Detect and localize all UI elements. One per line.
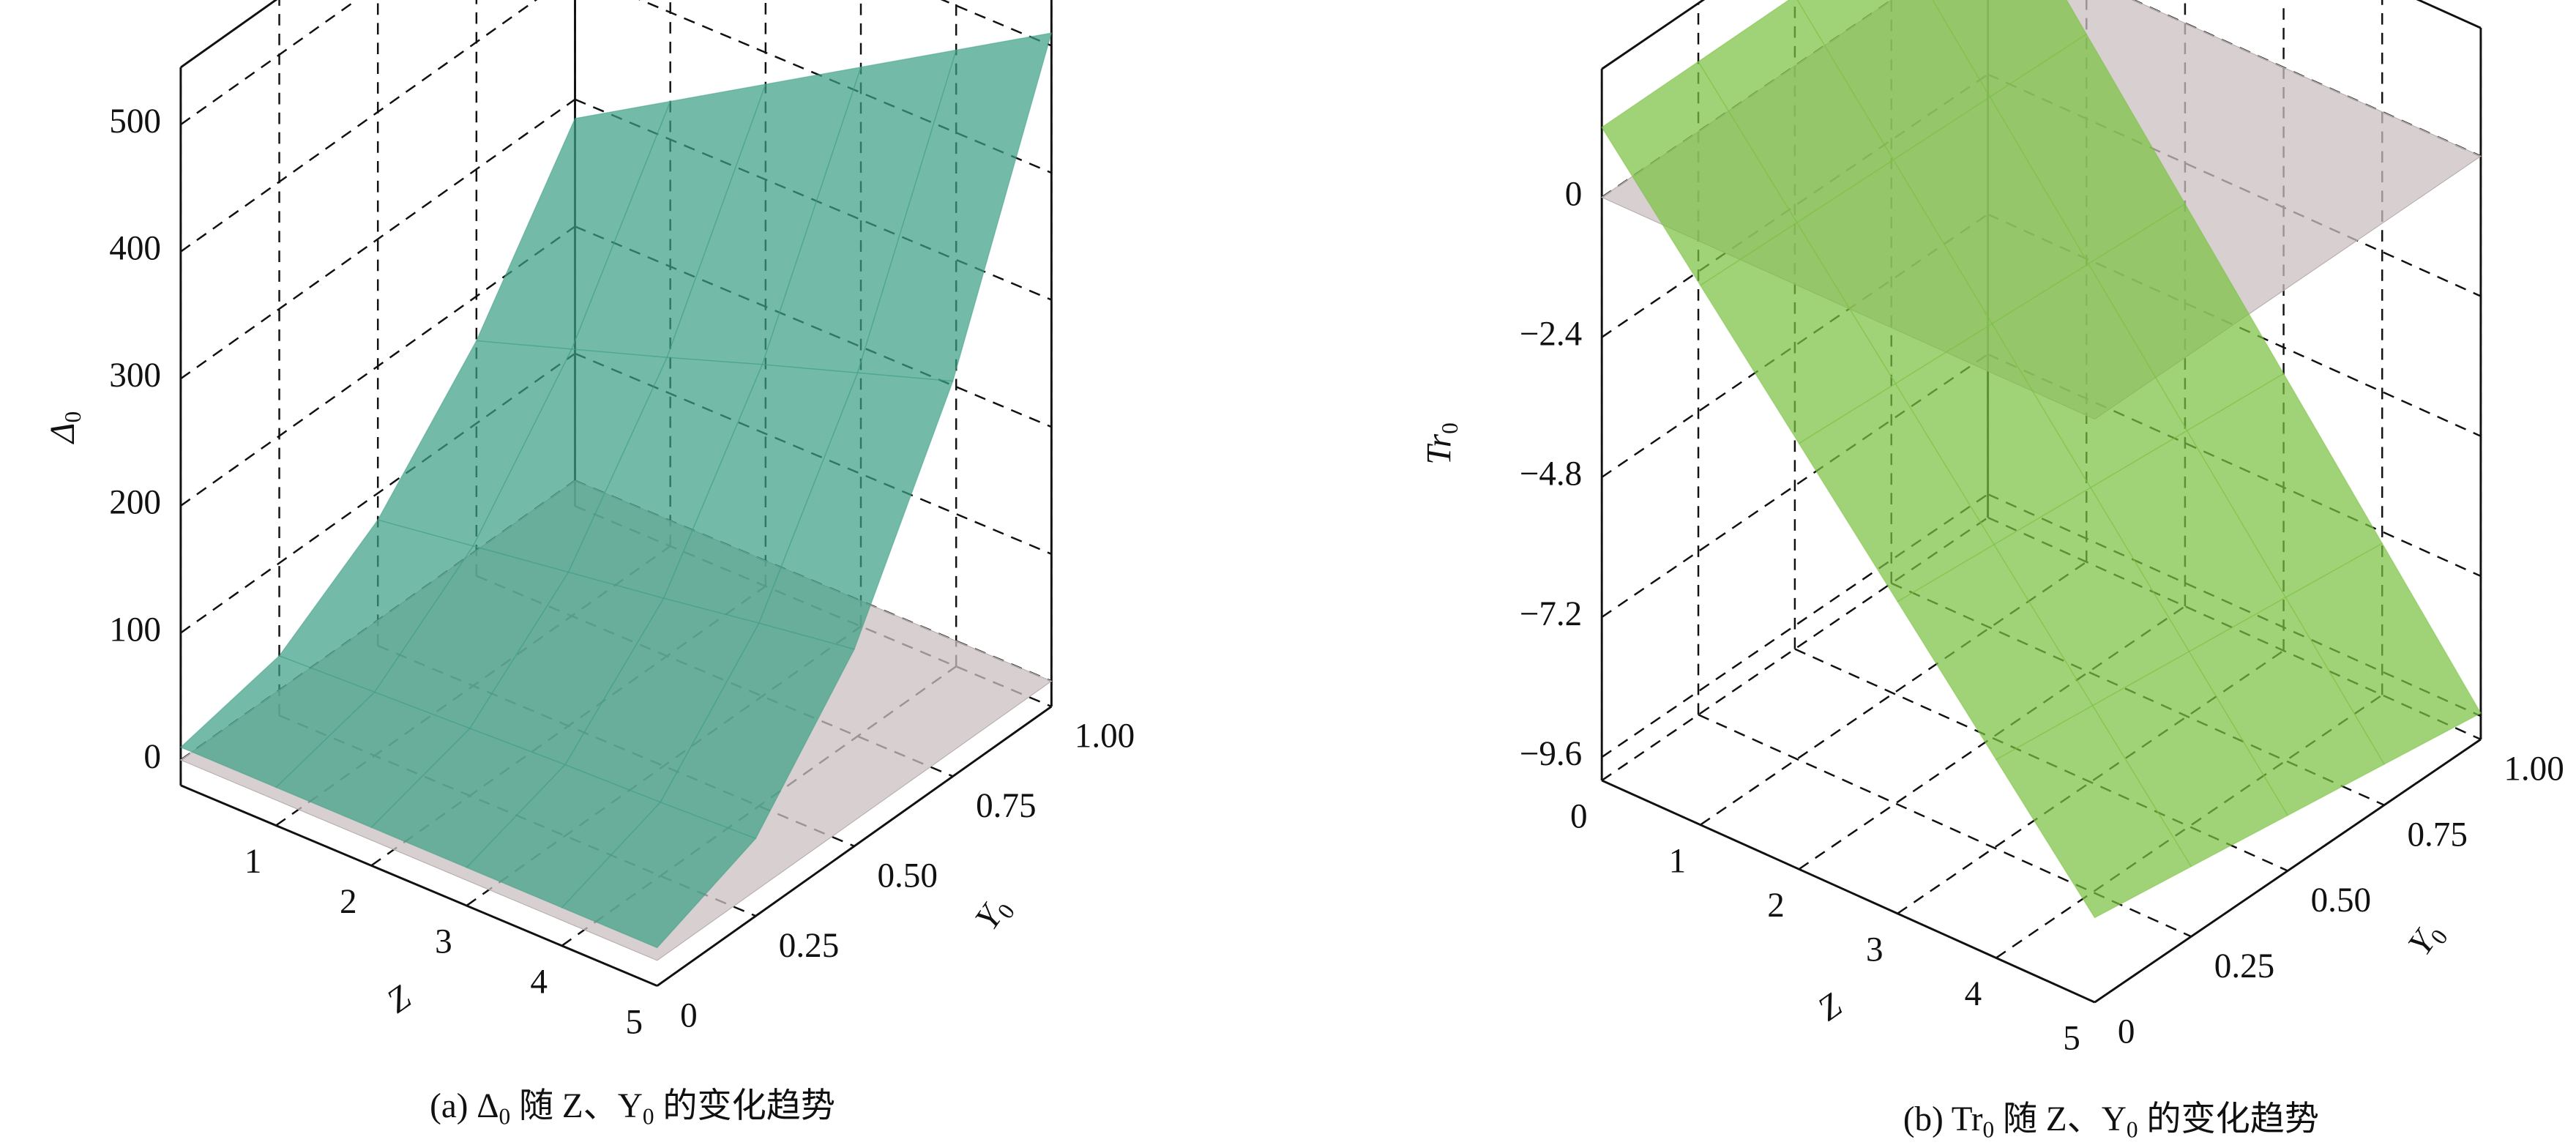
z-tick-label: −9.6 <box>1520 735 1582 773</box>
box-edge <box>1601 0 1706 70</box>
z-axis-title-sub: 0 <box>1437 422 1463 434</box>
z-tick-label: 100 <box>109 611 161 649</box>
y-tick-label: 0.75 <box>2407 816 2467 854</box>
y-tick-label: 0.25 <box>2214 947 2274 985</box>
grid-line <box>1698 714 2192 938</box>
y-tick-label: 0.50 <box>877 857 937 895</box>
z-tick-label: 400 <box>109 230 161 268</box>
grid-line <box>940 0 1052 47</box>
x-tick-label: 2 <box>340 883 357 921</box>
x-tick-label: 5 <box>2063 1020 2080 1058</box>
x-tick-label: 1 <box>1669 842 1687 880</box>
surface-cell <box>1995 704 2192 919</box>
x-tick-label: 4 <box>530 963 548 1001</box>
caption-text: (b) Tr <box>1903 1100 1983 1138</box>
x-tick-label: 3 <box>1866 931 1884 969</box>
caption-text: (a) Δ <box>430 1087 499 1125</box>
y-tick-label: 0 <box>2118 1013 2135 1051</box>
x-axis-title: Z <box>1811 986 1849 1029</box>
y-tick-label: 1.00 <box>2504 750 2564 788</box>
x-tick-label: 1 <box>244 843 262 881</box>
surface-cell <box>561 801 757 949</box>
grid-line <box>638 0 1052 174</box>
z-axis-title: Δ0 <box>44 411 86 444</box>
z-axis-title: Tr0 <box>1420 422 1463 465</box>
grid-line <box>180 98 576 380</box>
box-edge <box>180 0 278 69</box>
caption-sub: 0 <box>499 1104 511 1130</box>
y-tick-label: 0.50 <box>2311 881 2371 920</box>
grid-line <box>1601 779 2095 1004</box>
caption: (b) Tr0 随 Z、Y0 的变化趋势 <box>1903 1100 2319 1143</box>
x-tick-label: 5 <box>626 1003 643 1041</box>
y-tick-label: 0 <box>680 996 698 1034</box>
y-tick-label: 1.00 <box>1075 717 1135 756</box>
x-tick-label: 2 <box>1767 887 1785 925</box>
z-axis-title-symbol: Δ <box>44 423 82 445</box>
z-tick-label: 200 <box>109 484 161 522</box>
caption-text: 的变化趋势 <box>654 1087 835 1125</box>
y-axis-title: Y0 <box>2400 915 2452 965</box>
grid-line <box>1794 648 2288 872</box>
caption-text: 随 Z、Y <box>1994 1100 2127 1138</box>
caption-text: 的变化趋势 <box>2138 1100 2319 1138</box>
grid-line <box>180 784 658 987</box>
y-tick-label: 0.25 <box>779 927 839 965</box>
caption-sub: 0 <box>1983 1117 1995 1143</box>
z-tick-label: −7.2 <box>1520 595 1582 633</box>
z-tick-label: 0 <box>143 738 161 776</box>
z-tick-label: 500 <box>109 102 161 141</box>
caption-text: 随 Z、Y <box>510 1087 643 1125</box>
z-axis-title-sub: 0 <box>60 411 86 423</box>
x-tick-label: 0 <box>1570 798 1588 836</box>
caption-sub: 0 <box>2127 1117 2138 1143</box>
x-tick-label: 4 <box>1965 975 1982 1013</box>
y-tick-label: 0.75 <box>976 787 1036 825</box>
x-axis-title: Z <box>380 978 418 1021</box>
grid-line <box>180 0 359 126</box>
x-tick-label: 3 <box>435 923 452 961</box>
z-tick-label: −2.4 <box>1520 315 1582 353</box>
caption-sub: 0 <box>643 1104 654 1130</box>
y-axis-title: Y0 <box>968 889 1020 939</box>
caption: (a) Δ0 随 Z、Y0 的变化趋势 <box>430 1087 835 1130</box>
z-axis-title-symbol: Tr <box>1420 433 1458 465</box>
z-tick-label: −4.8 <box>1520 455 1582 493</box>
z-tick-label: 0 <box>1565 175 1583 213</box>
z-tick-label: 300 <box>109 357 161 395</box>
